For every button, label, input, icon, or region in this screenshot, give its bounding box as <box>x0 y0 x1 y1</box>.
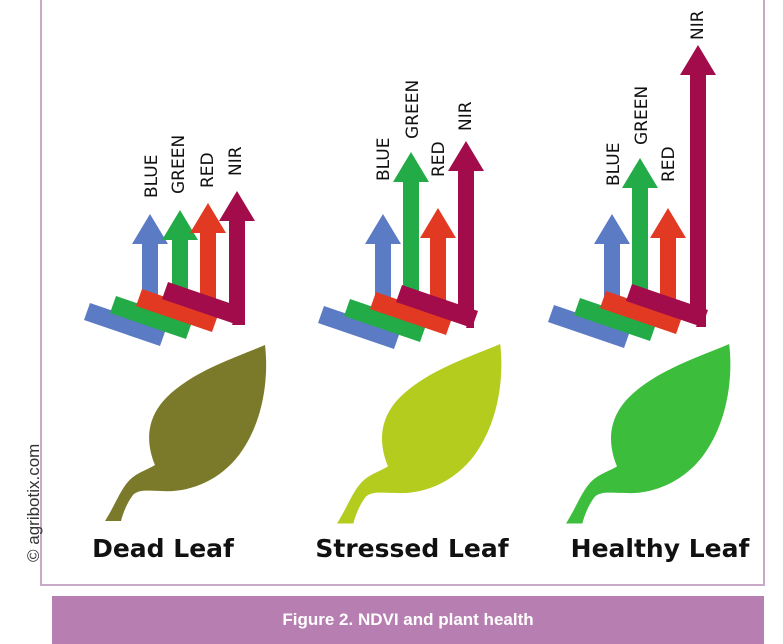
stressed-leaf-incoming-green <box>344 299 426 342</box>
healthy-leaf-arrow-nir <box>680 45 716 306</box>
healthy-leaf-label-nir: NIR <box>688 10 708 40</box>
healthy-leaf-title: Healthy Leaf <box>571 534 751 563</box>
figure-caption-text: Figure 2. NDVI and plant health <box>282 610 534 629</box>
stressed-leaf-arrow-red <box>420 208 456 307</box>
dead-leaf-incoming-green <box>110 296 192 339</box>
healthy-leaf-incoming-blue <box>548 305 630 348</box>
dead-leaf-arrow-nir <box>219 191 255 306</box>
dead-leaf-incoming-red <box>136 289 218 332</box>
stressed-leaf-incoming-red <box>370 292 452 335</box>
dead-leaf-label-red: RED <box>198 152 218 188</box>
dead-leaf-label-blue: BLUE <box>142 155 162 198</box>
healthy-leaf-incoming-nir <box>626 284 708 327</box>
healthy-leaf-arrow-blue <box>594 214 630 306</box>
stressed-leaf-label-red: RED <box>429 141 449 177</box>
stressed-leaf-arrow-blue <box>365 214 401 307</box>
stressed-leaf-nir-bend <box>458 303 474 328</box>
stressed-leaf-label-green: GREEN <box>403 80 423 139</box>
healthy-leaf-arrow-green <box>622 158 658 306</box>
healthy-leaf-label-green: GREEN <box>632 86 652 145</box>
figure-frame <box>40 0 765 586</box>
stressed-leaf-arrow-nir <box>448 141 484 307</box>
dead-leaf-arrow-blue <box>132 214 168 306</box>
dead-leaf-leaf-shape <box>105 345 267 521</box>
dead-leaf-arrow-red <box>190 203 226 306</box>
dead-leaf-incoming-nir <box>162 282 244 325</box>
healthy-leaf-leaf <box>566 344 731 524</box>
stressed-leaf-leaf <box>337 344 502 524</box>
stressed-leaf-label-blue: BLUE <box>374 138 394 181</box>
healthy-leaf-label-blue: BLUE <box>604 143 624 186</box>
dead-leaf-nir-bend <box>229 302 245 325</box>
copyright-text: © agribotix.com <box>24 443 43 562</box>
dead-leaf-incoming-blue <box>84 303 166 346</box>
stressed-leaf-leaf-shape <box>337 344 502 524</box>
healthy-leaf-leaf-shape <box>566 344 731 524</box>
dead-leaf-arrow-green <box>162 210 198 306</box>
dead-leaf-label-nir: NIR <box>226 146 246 176</box>
healthy-leaf-incoming-green <box>574 298 656 341</box>
stressed-leaf-incoming-nir <box>396 285 478 328</box>
healthy-leaf-arrow-red <box>650 208 686 306</box>
dead-leaf-title: Dead Leaf <box>92 534 235 563</box>
stressed-leaf-arrow-green <box>393 152 429 307</box>
figure-caption: Figure 2. NDVI and plant health <box>52 596 764 644</box>
dead-leaf-leaf <box>105 345 267 521</box>
healthy-leaf-label-red: RED <box>659 146 679 182</box>
stressed-leaf-incoming-blue <box>318 306 400 349</box>
stressed-leaf-title: Stressed Leaf <box>315 534 509 563</box>
stressed-leaf-label-nir: NIR <box>456 101 476 131</box>
healthy-leaf-incoming-red <box>600 291 682 334</box>
dead-leaf-label-green: GREEN <box>169 135 189 194</box>
healthy-leaf-nir-bend <box>690 302 706 327</box>
